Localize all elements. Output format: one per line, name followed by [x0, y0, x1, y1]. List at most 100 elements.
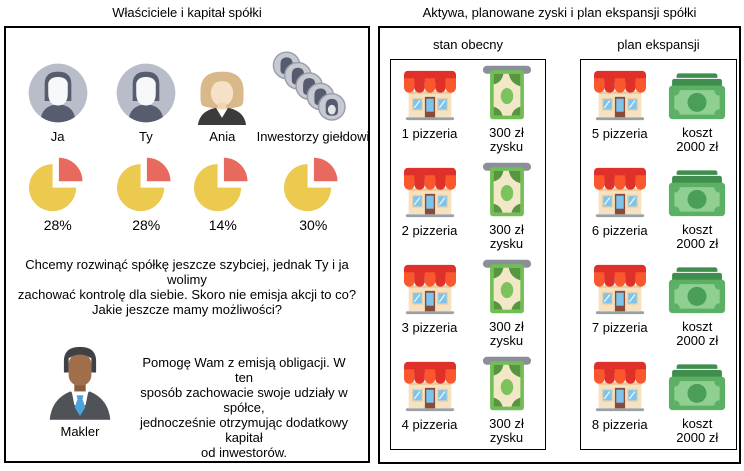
- asset-row: 5 pizzeria koszt 2000 zł: [581, 60, 736, 157]
- cost-cell: koszt 2000 zł: [659, 63, 737, 157]
- share-percent: 28%: [132, 217, 161, 233]
- asset-row: 7 pizzeria koszt 2000 zł: [581, 254, 736, 351]
- asset-label: 6 pizzeria: [591, 223, 648, 238]
- pizzeria-cell: 6 pizzeria: [581, 160, 659, 254]
- owner-label: Ja: [50, 129, 65, 144]
- pie-chart-icon: [117, 153, 175, 213]
- expansion-plan-box: 5 pizzeria koszt 2000 zł 6 pizzeria: [580, 59, 737, 450]
- male-avatar-icon: [26, 53, 90, 125]
- owner-label: Ania: [209, 129, 236, 144]
- asset-row: 4 pizzeria 300 zł zysku: [391, 351, 545, 448]
- owner-label: Ty: [139, 129, 153, 144]
- banknote-stack-icon: [668, 160, 726, 218]
- pie-chart-icon: [29, 153, 87, 213]
- cost-cell: koszt 2000 zł: [659, 257, 737, 351]
- pizzeria-cell: 4 pizzeria: [391, 354, 468, 448]
- pie-chart-icon: [194, 153, 252, 213]
- asset-row: 3 pizzeria 300 zł zysku: [391, 254, 545, 351]
- broker-section: Makler Pomogę Wam z emisją obligacji. W …: [6, 342, 368, 460]
- owner-ania: Ania: [185, 53, 260, 144]
- share-ty: 28%: [107, 153, 185, 233]
- asset-row: 2 pizzeria 300 zł zysku: [391, 157, 545, 254]
- column-header-current: stan obecny: [432, 37, 504, 52]
- pizzeria-cell: 5 pizzeria: [581, 63, 659, 157]
- pizzeria-cell: 7 pizzeria: [581, 257, 659, 351]
- column-header-expansion: plan ekspansji: [617, 37, 700, 52]
- banknote-stack-icon: [668, 257, 726, 315]
- asset-row: 1 pizzeria 300 zł zysku: [391, 60, 545, 157]
- share-percent: 14%: [208, 217, 237, 233]
- asset-label: 1 pizzeria: [401, 126, 458, 141]
- pizzeria-store-icon: [592, 257, 648, 315]
- speech-line: od inwestorów.: [201, 445, 287, 460]
- value-label: koszt 2000 zł: [676, 319, 719, 348]
- speech-line: jednocześnie otrzymując dodatkowy kapita…: [139, 415, 349, 445]
- female-avatar-icon: [191, 53, 253, 125]
- profit-cell: 300 zł zysku: [468, 354, 545, 448]
- share-ja: 28%: [8, 153, 107, 233]
- value-label: 300 zł zysku: [489, 319, 524, 348]
- share-percent: 28%: [43, 217, 72, 233]
- value-label: 300 zł zysku: [489, 222, 524, 251]
- share-ania: 14%: [185, 153, 261, 233]
- speech-line: Pomogę Wam z emisją obligacji. W ten: [142, 355, 346, 385]
- asset-label: 4 pizzeria: [401, 417, 458, 432]
- pizzeria-cell: 2 pizzeria: [391, 160, 468, 254]
- pizzeria-store-icon: [402, 354, 458, 412]
- asset-label: 5 pizzeria: [591, 126, 648, 141]
- male-avatar-icon: [114, 53, 178, 125]
- broker-avatar-icon: [44, 342, 116, 420]
- banknote-stack-icon: [668, 354, 726, 412]
- owner-ty: Ty: [107, 53, 184, 144]
- owners-row: Ja Ty Ania Inwestorzy giełdowi: [6, 53, 369, 144]
- broker-label: Makler: [60, 424, 100, 439]
- value-label: koszt 2000 zł: [676, 125, 719, 154]
- banknote-dispenser-icon: [482, 257, 532, 315]
- owner-ja: Ja: [8, 53, 107, 144]
- profit-cell: 300 zł zysku: [468, 63, 545, 157]
- pizzeria-store-icon: [402, 257, 458, 315]
- pizzeria-cell: 1 pizzeria: [391, 63, 468, 157]
- current-state-box: 1 pizzeria 300 zł zysku 2 pizzeria: [390, 59, 546, 450]
- share-investors: 30%: [261, 153, 366, 233]
- value-label: 300 zł zysku: [489, 125, 524, 154]
- profit-cell: 300 zł zysku: [468, 257, 545, 351]
- cost-cell: koszt 2000 zł: [659, 160, 737, 254]
- asset-label: 8 pizzeria: [591, 417, 648, 432]
- cost-cell: koszt 2000 zł: [659, 354, 737, 448]
- speech-line: sposób zachowacie swoje udziały w spółce…: [140, 385, 348, 415]
- investors-group-icon: [264, 53, 362, 125]
- pizzeria-cell: 8 pizzeria: [581, 354, 659, 448]
- question-line: zachować kontrolę dla siebie. Skoro nie …: [17, 287, 357, 302]
- assets-panel: stan obecny plan ekspansji 1 pizzeria 30…: [378, 26, 741, 464]
- owner-investors: Inwestorzy giełdowi: [257, 53, 369, 144]
- pizzeria-store-icon: [592, 160, 648, 218]
- left-panel-title: Właściciele i kapitał spółki: [112, 5, 262, 20]
- right-panel-title: Aktywa, planowane zyski i plan ekspansji…: [422, 5, 697, 20]
- shares-row: 28% 28% 14% 30%: [6, 153, 368, 233]
- broker-figure: Makler: [30, 342, 130, 460]
- banknote-dispenser-icon: [482, 63, 532, 121]
- share-percent: 30%: [299, 217, 328, 233]
- banknote-dispenser-icon: [482, 354, 532, 412]
- value-label: koszt 2000 zł: [676, 416, 719, 445]
- value-label: 300 zł zysku: [489, 416, 524, 445]
- asset-row: 6 pizzeria koszt 2000 zł: [581, 157, 736, 254]
- value-label: koszt 2000 zł: [676, 222, 719, 251]
- broker-speech: Pomogę Wam z emisją obligacji. W ten spo…: [130, 342, 368, 460]
- pizzeria-store-icon: [402, 160, 458, 218]
- pizzeria-store-icon: [592, 354, 648, 412]
- question-text: Chcemy rozwinąć spółkę jeszcze szybciej,…: [6, 257, 368, 317]
- asset-label: 2 pizzeria: [401, 223, 458, 238]
- pizzeria-store-icon: [402, 63, 458, 121]
- banknote-stack-icon: [668, 63, 726, 121]
- question-line: Jakie jeszcze mamy możliwości?: [92, 302, 282, 317]
- profit-cell: 300 zł zysku: [468, 160, 545, 254]
- banknote-dispenser-icon: [482, 160, 532, 218]
- asset-label: 7 pizzeria: [591, 320, 648, 335]
- pizzeria-cell: 3 pizzeria: [391, 257, 468, 351]
- owners-panel: Ja Ty Ania Inwestorzy giełdowi 28%: [4, 26, 370, 463]
- owner-label: Inwestorzy giełdowi: [256, 129, 370, 144]
- pie-chart-icon: [284, 153, 342, 213]
